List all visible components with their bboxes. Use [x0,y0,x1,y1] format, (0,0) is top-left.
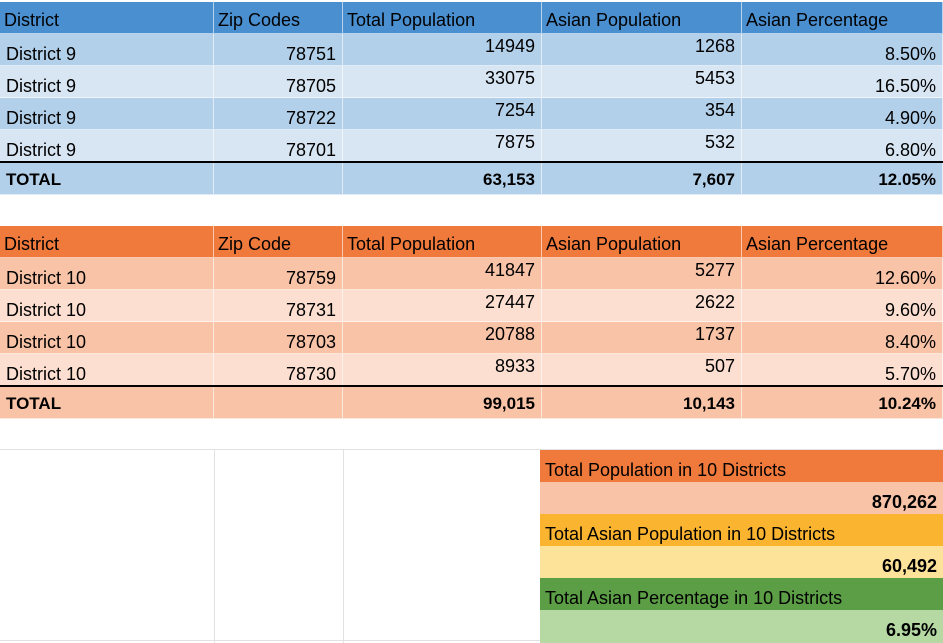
table1-cell-asian-pop[interactable]: 354 [542,98,742,130]
table1-cell-total-pop[interactable]: 7875 [343,130,542,162]
table2-total-asian-pop[interactable]: 10,143 [542,387,742,419]
table1-cell-asian-pop[interactable]: 1268 [542,34,742,66]
table2-header-zip[interactable]: Zip Code [214,226,343,258]
summary-asian-pop-label: Total Asian Population in 10 Districts [545,524,836,544]
table2-header-asian-pct[interactable]: Asian Percentage [742,226,943,258]
table2-total-zip[interactable] [214,387,343,419]
table1-cell-asian-pop[interactable]: 5453 [542,66,742,98]
table1-cell-zip[interactable]: 78751 [214,34,343,66]
table1-header-district[interactable]: District [0,2,214,34]
summary-asian-pop-value-cell[interactable]: 60,492 [540,546,943,578]
table2-cell-district[interactable]: District 10 [0,258,214,290]
table2-header-row: District Zip Code Total Population Asian… [0,226,943,258]
table1-cell-asian-pct[interactable]: 16.50% [742,66,943,98]
table-row: District 10 78730 8933 507 5.70% [0,354,943,386]
table1-cell-total-pop[interactable]: 33075 [343,66,542,98]
summary-total-pop-value-cell[interactable]: 870,262 [540,482,943,514]
table-row: District 10 78703 20788 1737 8.40% [0,322,943,354]
table2-cell-zip[interactable]: 78703 [214,322,343,354]
table1-header-asian-pop[interactable]: Asian Population [542,2,742,34]
table1-cell-asian-pop[interactable]: 532 [542,130,742,162]
table2-cell-asian-pop[interactable]: 1737 [542,322,742,354]
table-row: District 10 78731 27447 2622 9.60% [0,290,943,322]
table2-cell-asian-pop[interactable]: 5277 [542,258,742,290]
table2-header-asian-pop[interactable]: Asian Population [542,226,742,258]
table1-cell-zip[interactable]: 78722 [214,98,343,130]
table1-header-total-pop[interactable]: Total Population [343,2,542,34]
table2-cell-total-pop[interactable]: 27447 [343,290,542,322]
table2-total-label[interactable]: TOTAL [0,387,214,419]
table1-cell-district[interactable]: District 9 [0,66,214,98]
summary-asian-pct-label-cell[interactable]: Total Asian Percentage in 10 Districts [540,578,943,610]
table2-header-district[interactable]: District [0,226,214,258]
table-row: District 9 78751 14949 1268 8.50% [0,34,943,66]
table2-cell-asian-pct[interactable]: 12.60% [742,258,943,290]
table-row: District 9 78722 7254 354 4.90% [0,98,943,130]
summary-total-pop-label: Total Population in 10 Districts [545,460,787,480]
table1-cell-district[interactable]: District 9 [0,130,214,162]
table2-total-pop[interactable]: 99,015 [343,387,542,419]
grid-line [0,640,943,641]
table2-cell-asian-pct[interactable]: 5.70% [742,354,943,386]
table1-cell-district[interactable]: District 9 [0,34,214,66]
table2-cell-asian-pop[interactable]: 507 [542,354,742,386]
table2-cell-asian-pct[interactable]: 9.60% [742,290,943,322]
table-row: District 9 78701 7875 532 6.80% [0,130,943,162]
table1-cell-zip[interactable]: 78705 [214,66,343,98]
summary-asian-pop-label-cell[interactable]: Total Asian Population in 10 Districts [540,514,943,546]
table1-header-row: District Zip Codes Total Population Asia… [0,2,943,34]
table1-total-row: TOTAL 63,153 7,607 12.05% [0,161,943,195]
table1-total-pop[interactable]: 63,153 [343,163,542,195]
summary-asian-pct-value: 6.95% [885,620,937,640]
summary-asian-pop-value: 60,492 [881,556,937,576]
summary-asian-pct-value-cell[interactable]: 6.95% [540,610,943,643]
table1-total-asian-pct[interactable]: 12.05% [742,163,943,195]
table2-total-asian-pct[interactable]: 10.24% [742,387,943,419]
table1-cell-asian-pct[interactable]: 8.50% [742,34,943,66]
grid-line [214,450,215,643]
table2-cell-total-pop[interactable]: 20788 [343,322,542,354]
table1-cell-asian-pct[interactable]: 6.80% [742,130,943,162]
table1-total-label[interactable]: TOTAL [0,163,214,195]
table2-cell-district[interactable]: District 10 [0,290,214,322]
table2-cell-asian-pop[interactable]: 2622 [542,290,742,322]
table1-cell-asian-pct[interactable]: 4.90% [742,98,943,130]
table1-cell-total-pop[interactable]: 14949 [343,34,542,66]
table-row: District 10 78759 41847 5277 12.60% [0,258,943,290]
grid-line [343,450,344,643]
table2-cell-district[interactable]: District 10 [0,354,214,386]
summary-asian-pct-label: Total Asian Percentage in 10 Districts [545,588,843,608]
table1-cell-district[interactable]: District 9 [0,98,214,130]
table1-header-zip[interactable]: Zip Codes [214,2,343,34]
table1-header-asian-pct[interactable]: Asian Percentage [742,2,943,34]
table2-total-row: TOTAL 99,015 10,143 10.24% [0,385,943,419]
table2-cell-zip[interactable]: 78730 [214,354,343,386]
summary-total-pop-value: 870,262 [871,492,937,512]
table1-cell-zip[interactable]: 78701 [214,130,343,162]
table2-cell-district[interactable]: District 10 [0,322,214,354]
table2-header-total-pop[interactable]: Total Population [343,226,542,258]
table1-total-zip[interactable] [214,163,343,195]
table-row: District 9 78705 33075 5453 16.50% [0,66,943,98]
table2-cell-asian-pct[interactable]: 8.40% [742,322,943,354]
table2-cell-zip[interactable]: 78759 [214,258,343,290]
table2-cell-total-pop[interactable]: 8933 [343,354,542,386]
table1-total-asian-pop[interactable]: 7,607 [542,163,742,195]
grid-line [0,449,943,450]
table1-cell-total-pop[interactable]: 7254 [343,98,542,130]
table2-cell-zip[interactable]: 78731 [214,290,343,322]
table2-cell-total-pop[interactable]: 41847 [343,258,542,290]
summary-total-pop-label-cell[interactable]: Total Population in 10 Districts [540,450,943,482]
